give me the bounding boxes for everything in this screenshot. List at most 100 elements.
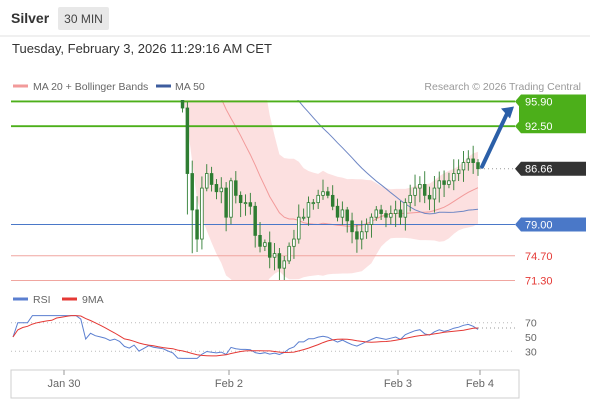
candle-body — [267, 242, 272, 258]
trend-arrow-shaft — [480, 109, 510, 169]
candle-body — [219, 187, 224, 193]
candle-body — [355, 231, 359, 240]
candle-body — [200, 187, 204, 240]
price-tag-3: 79.00 — [525, 219, 553, 231]
price-tag-1: 92.50 — [525, 121, 553, 133]
candle-body — [287, 245, 291, 262]
price-tag-5: 71.30 — [525, 276, 553, 288]
price-tag-0: 95.90 — [525, 96, 553, 108]
candle-body — [335, 205, 340, 218]
ma50-line — [297, 100, 479, 215]
candle-body — [456, 169, 461, 174]
x-tick-label-2: Feb 3 — [384, 378, 412, 390]
candle-body — [427, 194, 432, 200]
price-tag-bg-2 — [515, 161, 586, 176]
candle-body — [180, 100, 185, 109]
candle-body — [133, 0, 136, 6]
candle-body — [476, 162, 480, 170]
rsi-ma-line — [12, 315, 479, 357]
candle-body — [408, 194, 412, 204]
candle-body — [418, 184, 422, 189]
trend-arrow-head — [501, 106, 514, 119]
rsi-tick-label-0: 70 — [525, 318, 537, 330]
candle-body — [297, 216, 301, 240]
candle-body — [403, 202, 408, 218]
candle-body — [437, 180, 441, 189]
candles — [133, 0, 480, 280]
candle-body — [282, 260, 286, 269]
candle-body — [413, 187, 417, 196]
price-levels — [11, 100, 515, 282]
candle-body — [272, 253, 277, 258]
candle-body — [364, 224, 369, 233]
candle-body — [379, 209, 383, 214]
candle-body — [277, 253, 282, 269]
candle-body — [301, 216, 306, 219]
price-tag-2: 86.66 — [525, 164, 553, 176]
timeframe-button[interactable]: 30 MIN — [64, 12, 103, 26]
candle-body — [224, 187, 228, 218]
candle-body — [306, 202, 311, 218]
candle-body — [162, 24, 165, 28]
candle-body — [195, 209, 199, 240]
candle-body — [147, 13, 150, 20]
ma20-legend-label: MA 20 + Bollinger Bands — [33, 81, 148, 93]
candle-body — [157, 21, 160, 25]
candle-body — [248, 202, 253, 207]
candle-body — [243, 202, 248, 205]
candle-body — [384, 213, 388, 218]
candle-body — [345, 209, 349, 222]
resistance-tag-join — [519, 100, 586, 128]
bollinger-band-area — [183, 100, 478, 280]
candle-body — [340, 209, 345, 218]
candle-body — [461, 162, 466, 171]
candle-body — [205, 173, 209, 189]
candle-body — [258, 234, 262, 247]
candle-body — [393, 209, 398, 214]
datetime-label: Tuesday, February 3, 2026 11:29:16 AM CE… — [12, 41, 272, 56]
candle-body — [209, 173, 214, 185]
candle-body — [452, 173, 456, 182]
ma9-legend-label: 9MA — [82, 294, 104, 306]
candle-body — [263, 242, 267, 247]
trend-arrow — [480, 106, 514, 169]
candle-body — [389, 213, 393, 218]
candle-body — [190, 173, 194, 211]
x-axis-frame — [10, 369, 520, 399]
copyright-label: Research © 2026 Trading Central — [424, 81, 581, 93]
candle-body — [471, 158, 475, 164]
candle-body — [326, 191, 330, 196]
candle-body — [360, 231, 364, 240]
candle-body — [330, 194, 335, 207]
timeframe-button-bg[interactable] — [58, 7, 109, 30]
candle-body — [292, 238, 296, 247]
candle-body — [253, 205, 257, 236]
instrument-title: Silver — [11, 10, 50, 26]
price-tags: 95.90 92.50 86.66 79.00 74.70 71.30 — [515, 94, 586, 288]
candle-body — [466, 158, 471, 164]
candle-body — [442, 180, 446, 185]
ma50-legend-label: MA 50 — [175, 81, 205, 93]
candle-body — [229, 180, 233, 218]
candle-body — [311, 202, 316, 205]
candle-body — [447, 180, 451, 185]
rsi-panel: 70 50 30 — [11, 315, 537, 359]
candle-body — [234, 180, 238, 196]
candle-body — [152, 13, 155, 20]
candle-body — [167, 28, 170, 39]
candle-body — [422, 184, 427, 196]
candle-body — [374, 209, 379, 218]
candle-body — [238, 194, 243, 204]
price-tag-bg-3 — [515, 217, 586, 232]
x-tick-label-3: Feb 4 — [466, 378, 494, 390]
x-tick-label-1: Feb 2 — [215, 378, 243, 390]
candle-body — [138, 0, 141, 28]
candle-body — [214, 184, 219, 193]
candle-body — [398, 209, 403, 218]
candle-body — [185, 107, 190, 174]
rsi-tick-label-2: 30 — [525, 346, 537, 358]
candle-body — [432, 187, 437, 200]
price-tag-4: 74.70 — [525, 251, 553, 263]
rsi-line — [12, 315, 479, 359]
